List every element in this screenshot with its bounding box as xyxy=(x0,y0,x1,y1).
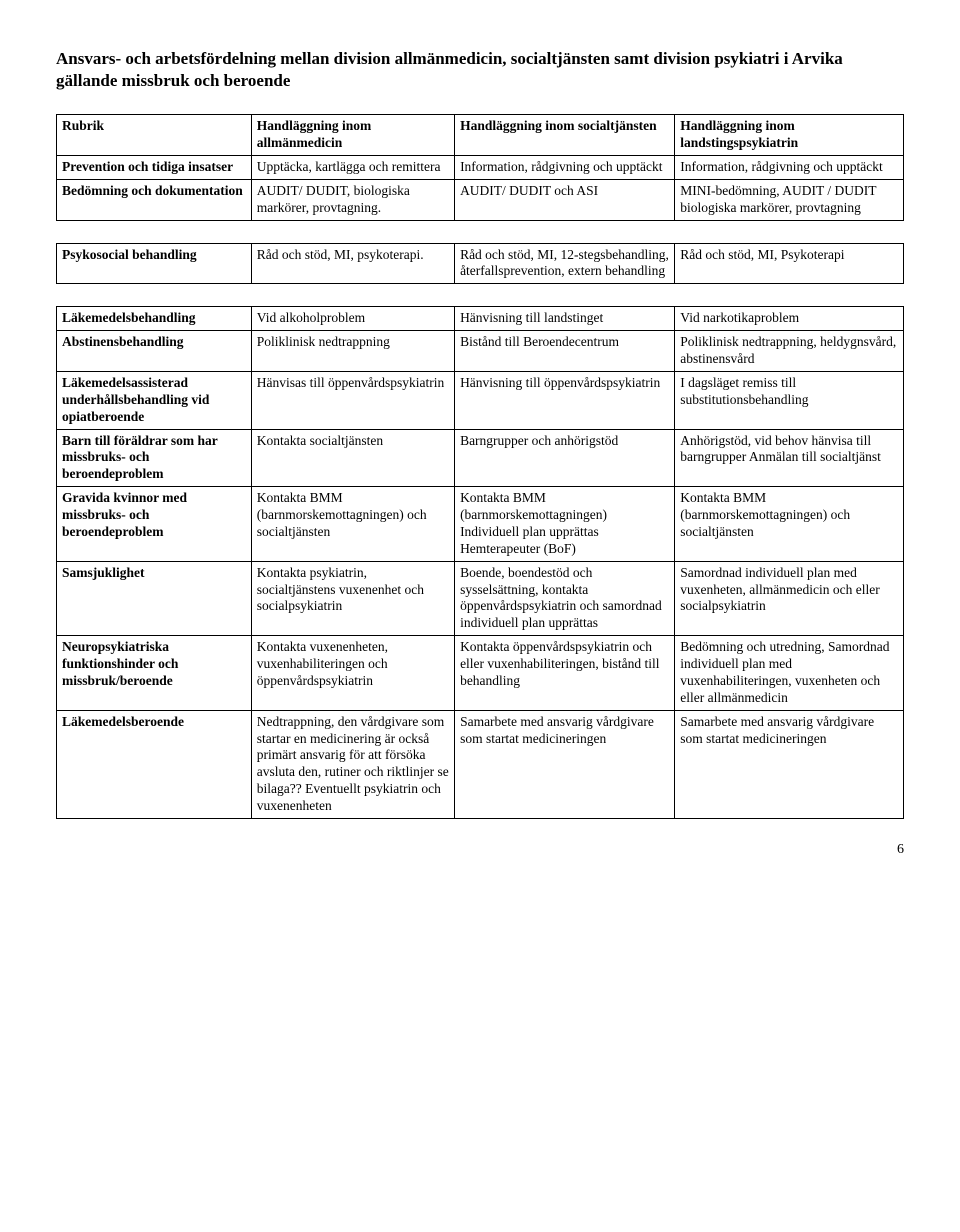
row-label: Psykosocial behandling xyxy=(57,243,252,284)
cell: Barngrupper och anhörigstöd xyxy=(455,429,675,487)
cell: Kontakta BMM (barnmorskemottagningen) oc… xyxy=(675,487,904,562)
table-row: Läkemedelsassisterad underhållsbehandlin… xyxy=(57,371,904,429)
table-row: Abstinensbehandling Poliklinisk nedtrapp… xyxy=(57,331,904,372)
table-row: Neuropsykiatriska funktionshinder och mi… xyxy=(57,636,904,711)
page-number: 6 xyxy=(56,841,904,859)
cell: Upptäcka, kartlägga och remittera xyxy=(251,155,454,179)
cell: Boende, boendestöd och sysselsättning, k… xyxy=(455,561,675,636)
cell: Information, rådgivning och upptäckt xyxy=(675,155,904,179)
table-row: Läkemedelsbehandling Vid alkoholproblem … xyxy=(57,307,904,331)
cell: Bedömning och utredning, Samordnad indiv… xyxy=(675,636,904,711)
cell: Samordnad individuell plan med vuxenhete… xyxy=(675,561,904,636)
cell: Nedtrappning, den vårdgivare som startar… xyxy=(251,710,454,818)
responsibility-table-1: Rubrik Handläggning inom allmänmedicin H… xyxy=(56,114,904,220)
table-row: Bedömning och dokumentation AUDIT/ DUDIT… xyxy=(57,179,904,220)
responsibility-table-2: Psykosocial behandling Råd och stöd, MI,… xyxy=(56,243,904,285)
cell: Poliklinisk nedtrappning, heldygnsvård, … xyxy=(675,331,904,372)
cell: Kontakta BMM (barnmorskemottagningen) In… xyxy=(455,487,675,562)
cell: Råd och stöd, MI, Psykoterapi xyxy=(675,243,904,284)
col-header-rubrik: Rubrik xyxy=(57,115,252,156)
col-header-allmanmedicin: Handläggning inom allmänmedicin xyxy=(251,115,454,156)
row-label: Prevention och tidiga insatser xyxy=(57,155,252,179)
row-label: Samsjuklighet xyxy=(57,561,252,636)
table-row: Gravida kvinnor med missbruks- och beroe… xyxy=(57,487,904,562)
page-title: Ansvars- och arbetsfördelning mellan div… xyxy=(56,48,904,92)
cell: Hänvisning till landstinget xyxy=(455,307,675,331)
cell: MINI-bedömning, AUDIT / DUDIT biologiska… xyxy=(675,179,904,220)
row-label: Abstinensbehandling xyxy=(57,331,252,372)
col-header-landstingspsykiatrin: Handläggning inom landstingspsykiatrin xyxy=(675,115,904,156)
table-row: Prevention och tidiga insatser Upptäcka,… xyxy=(57,155,904,179)
cell: Anhörigstöd, vid behov hänvisa till barn… xyxy=(675,429,904,487)
responsibility-table-3: Läkemedelsbehandling Vid alkoholproblem … xyxy=(56,306,904,819)
cell: Kontakta vuxenenheten, vuxenhabilitering… xyxy=(251,636,454,711)
table-header-row: Rubrik Handläggning inom allmänmedicin H… xyxy=(57,115,904,156)
row-label: Läkemedelsberoende xyxy=(57,710,252,818)
table-row: Samsjuklighet Kontakta psykiatrin, socia… xyxy=(57,561,904,636)
cell: Vid narkotikaproblem xyxy=(675,307,904,331)
row-label: Gravida kvinnor med missbruks- och beroe… xyxy=(57,487,252,562)
cell: I dagsläget remiss till substitutionsbeh… xyxy=(675,371,904,429)
cell: Råd och stöd, MI, psykoterapi. xyxy=(251,243,454,284)
cell: Råd och stöd, MI, 12-stegsbehandling, åt… xyxy=(455,243,675,284)
cell: Kontakta öppenvårdspsykiatrin och eller … xyxy=(455,636,675,711)
cell: Poliklinisk nedtrappning xyxy=(251,331,454,372)
row-label: Läkemedelsbehandling xyxy=(57,307,252,331)
cell: Hänvisas till öppenvårdspsykiatrin xyxy=(251,371,454,429)
cell: Samarbete med ansvarig vårdgivare som st… xyxy=(675,710,904,818)
cell: Kontakta socialtjänsten xyxy=(251,429,454,487)
cell: Hänvisning till öppenvårdspsykiatrin xyxy=(455,371,675,429)
row-label: Barn till föräldrar som har missbruks- o… xyxy=(57,429,252,487)
row-label: Neuropsykiatriska funktionshinder och mi… xyxy=(57,636,252,711)
cell: Information, rådgivning och upptäckt xyxy=(455,155,675,179)
col-header-socialtjansten: Handläggning inom socialtjänsten xyxy=(455,115,675,156)
cell: Kontakta psykiatrin, socialtjänstens vux… xyxy=(251,561,454,636)
row-label: Läkemedelsassisterad underhållsbehandlin… xyxy=(57,371,252,429)
cell: AUDIT/ DUDIT och ASI xyxy=(455,179,675,220)
table-row: Barn till föräldrar som har missbruks- o… xyxy=(57,429,904,487)
table-row: Läkemedelsberoende Nedtrappning, den vår… xyxy=(57,710,904,818)
cell: Samarbete med ansvarig vårdgivare som st… xyxy=(455,710,675,818)
cell: AUDIT/ DUDIT, biologiska markörer, provt… xyxy=(251,179,454,220)
cell: Vid alkoholproblem xyxy=(251,307,454,331)
cell: Kontakta BMM (barnmorskemottagningen) oc… xyxy=(251,487,454,562)
table-row: Psykosocial behandling Råd och stöd, MI,… xyxy=(57,243,904,284)
row-label: Bedömning och dokumentation xyxy=(57,179,252,220)
cell: Bistånd till Beroendecentrum xyxy=(455,331,675,372)
